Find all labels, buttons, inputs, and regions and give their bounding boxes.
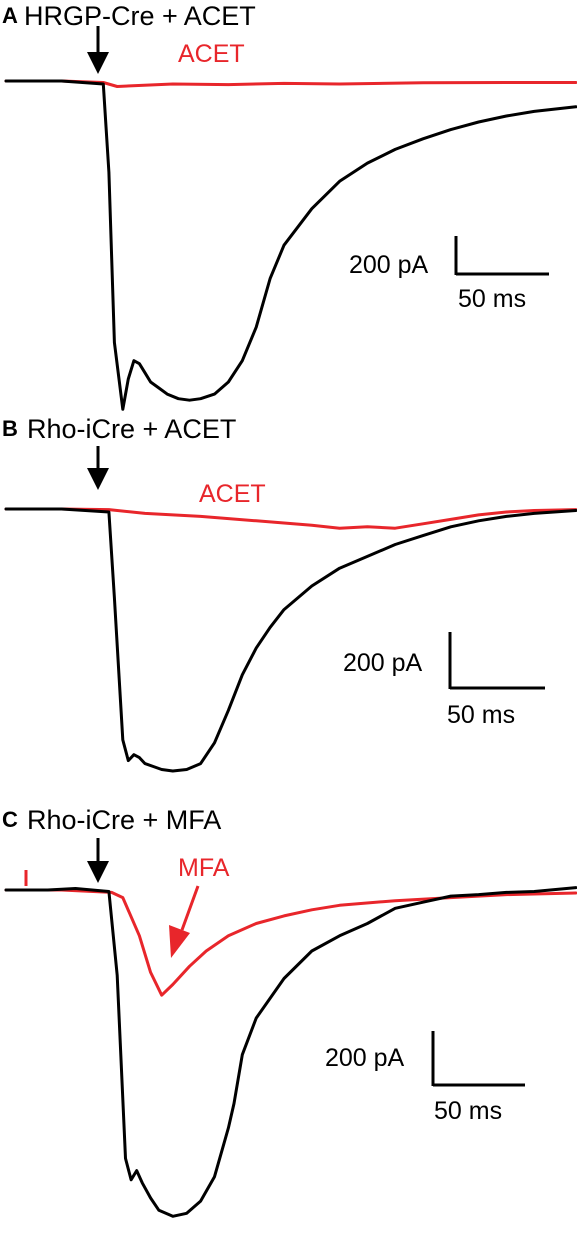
arrow-shaft [180, 885, 200, 931]
trace-drug-b [4, 507, 577, 530]
panel-b-trace-label: ACET [199, 480, 266, 508]
scale-bar-c: 200 pA 50 ms [325, 1031, 525, 1125]
scale-time-label-a: 50 ms [458, 285, 526, 313]
scale-time-label-b: 50 ms [447, 701, 515, 729]
arrow-head [87, 861, 109, 883]
panel-a-letter: A [2, 3, 18, 28]
arrow-head [87, 52, 109, 74]
scale-bar-a: 200 pA 50 ms [349, 236, 549, 313]
panel-c-trace-label: MFA [178, 854, 230, 882]
scale-current-label-a: 200 pA [349, 251, 429, 279]
trace-control-b [4, 507, 577, 773]
panel-c: C Rho-iCre + MFA MFA 200 pA 50 ms [2, 805, 577, 1218]
trace-drug-c [4, 888, 577, 997]
panel-a-title: HRGP-Cre + ACET [24, 1, 256, 31]
panel-c-letter: C [2, 807, 18, 832]
scale-bar-b: 200 pA 50 ms [343, 632, 545, 729]
scale-current-label-b: 200 pA [343, 649, 423, 677]
mfa-pointer-arrow [169, 885, 200, 958]
stimulus-arrow-b [87, 446, 109, 490]
panel-b: B Rho-iCre + ACET ACET 200 pA 50 ms [2, 414, 577, 773]
stimulus-arrow-a [87, 26, 109, 74]
trace-control-c [4, 886, 577, 1218]
stimulus-arrow-c [87, 838, 109, 883]
trace-control-a [4, 79, 577, 411]
panel-b-letter: B [2, 416, 18, 441]
panel-a: A HRGP-Cre + ACET ACET 200 pA 50 ms [2, 1, 577, 411]
scale-current-label-c: 200 pA [325, 1044, 405, 1072]
panel-c-title: Rho-iCre + MFA [27, 805, 221, 835]
arrow-head [169, 925, 190, 958]
panel-a-trace-label: ACET [178, 40, 245, 68]
arrow-head [87, 468, 109, 490]
panel-b-title: Rho-iCre + ACET [27, 414, 236, 444]
scale-time-label-c: 50 ms [434, 1097, 502, 1125]
